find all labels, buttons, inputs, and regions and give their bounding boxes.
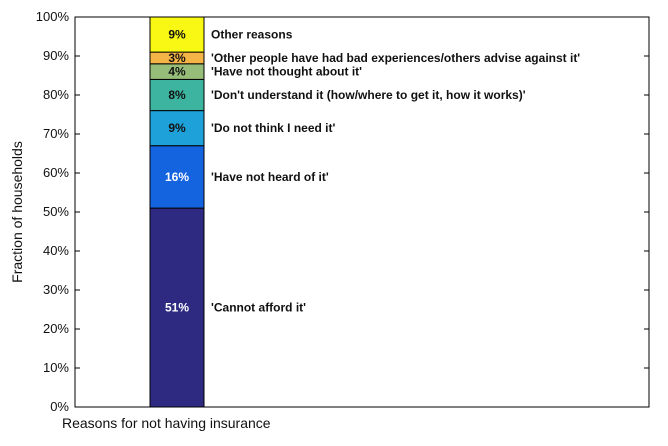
y-tick-label: 10% [43, 360, 69, 375]
y-tick-label: 20% [43, 321, 69, 336]
segment-category-label: 'Do not think I need it' [211, 121, 336, 135]
bar-segment [149, 110, 205, 147]
bar-segment [149, 78, 205, 112]
bar-segment [149, 16, 205, 53]
y-tick-label: 40% [43, 243, 69, 258]
category-labels: 'Cannot afford it' 'Have not heard of it'… [211, 28, 580, 315]
segment-category-label: 'Don't understand it (how/where to get i… [211, 88, 526, 102]
y-tick-label: 100% [36, 9, 70, 24]
y-tick-label: 90% [43, 48, 69, 63]
y-tick-label: 0% [50, 399, 69, 414]
segment-category-label: 'Cannot afford it' [211, 301, 306, 315]
bar-segment [149, 207, 205, 408]
segment-category-label: 'Have not heard of it' [211, 170, 329, 184]
y-tick-label: 50% [43, 204, 69, 219]
segment-category-label: 'Other people have had bad experiences/o… [211, 51, 580, 65]
x-axis-title: Reasons for not having insurance [62, 415, 271, 431]
data-label: 51% [165, 301, 189, 315]
segment-category-label: 'Have not thought about it' [211, 65, 362, 79]
data-label: 3% [168, 51, 186, 65]
y-tick-label: 30% [43, 282, 69, 297]
y-axis: 0% 10% 20% 30% 40% 50% 60% 70% 80% 90% 100% [36, 9, 649, 414]
y-axis-title: Fraction of households [9, 141, 25, 283]
y-tick-label: 80% [43, 87, 69, 102]
data-label: 9% [168, 121, 186, 135]
bar-segments: 51% 16% 9% 8% 4%3% 9% [149, 16, 205, 408]
data-label: 16% [165, 170, 189, 184]
segment-category-label: Other reasons [211, 28, 293, 42]
data-label: 4% [168, 65, 186, 79]
data-label: 9% [168, 28, 186, 42]
data-label: 8% [168, 88, 186, 102]
y-tick-label: 60% [43, 165, 69, 180]
bar-segment [149, 145, 205, 209]
y-tick-label: 70% [43, 126, 69, 141]
